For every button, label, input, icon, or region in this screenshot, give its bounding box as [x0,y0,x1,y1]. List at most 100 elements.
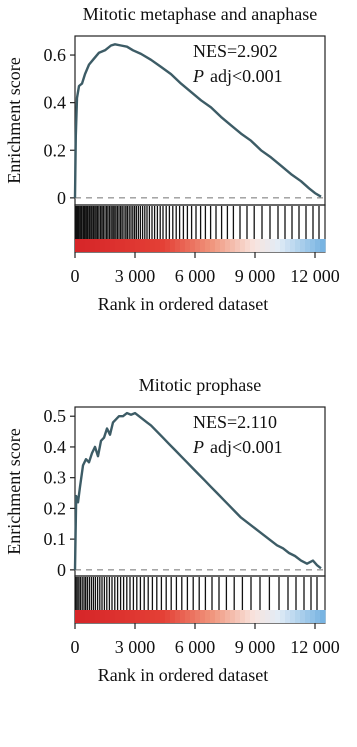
rank-heat-cell [90,610,96,623]
rank-heat-cell [295,239,301,252]
rank-heat-cell [305,239,311,252]
rank-heat-cell [235,610,241,623]
rank-heat-cell [245,610,251,623]
rank-heat-cell [170,610,176,623]
rank-heat-cell [255,239,261,252]
y-tick-label: 0 [57,560,66,580]
rank-heat-cell [180,239,186,252]
rank-heat-cell [185,610,191,623]
padj-p-annotation: P [192,437,204,457]
rank-heat-cell [195,239,201,252]
x-tick-label: 9 000 [235,637,276,657]
rank-heat-cell [180,610,186,623]
rank-heat-cell [285,239,291,252]
rank-heat-cell [290,610,296,623]
rank-heat-cell [175,610,181,623]
rank-heat-cell [315,239,321,252]
rank-heat-cell [320,239,326,252]
rank-heat-cell [190,239,196,252]
y-tick-label: 0.2 [44,140,67,160]
rank-heat-cell [265,610,271,623]
nes-annotation: NES=2.902 [193,41,278,61]
rank-heat-cell [135,239,141,252]
rank-heat-cell [310,239,316,252]
rank-heat-cell [240,239,246,252]
rank-heat-cell [275,239,281,252]
rank-heat-cell [295,610,301,623]
rank-heat-cell [205,239,211,252]
padj-annotation: adj<0.001 [210,66,283,86]
gsea-plot-mitotic-prophase: Mitotic prophase 0 0.1 0.2 0.3 0.4 0.5 Enrichme… [0,371,357,742]
chart-svg: Mitotic prophase 0 0.1 0.2 0.3 0.4 0.5 Enrichme… [4,375,340,685]
x-tick-label: 6 000 [175,637,216,657]
rank-heat-cell [225,610,231,623]
x-tick-label: 3 000 [115,266,156,286]
rank-heat-cell [260,610,266,623]
y-tick-label: 0.4 [44,437,67,457]
rank-heat-cell [215,610,221,623]
rank-heat-cell [80,239,86,252]
x-tick-label: 0 [71,266,80,286]
rank-heat-cell [260,239,266,252]
rank-heat-cell [185,239,191,252]
x-tick-label: 3 000 [115,637,156,657]
y-tick-label: 0.6 [44,45,67,65]
rank-heat-cell [315,610,321,623]
rank-heat-cell [250,239,256,252]
rank-heat-cell [255,610,261,623]
rank-heat-cell [160,239,166,252]
rank-heat-cell [110,239,116,252]
rank-heat-cell [200,610,206,623]
rank-heat-cell [105,239,111,252]
y-tick-label: 0.5 [44,406,67,426]
rank-heat-cell [105,610,111,623]
rank-heat-cell [165,239,171,252]
rank-heat-cell [290,239,296,252]
rank-heat-cell [270,610,276,623]
rank-heat-cell [275,610,281,623]
rank-heat-cell [115,610,121,623]
rank-heat-cell [170,239,176,252]
rank-heat-cell [120,239,126,252]
rank-heat-cell [95,239,101,252]
rank-heat-cell [80,610,86,623]
rank-heat-cell [110,610,116,623]
rank-heat-cell [130,239,136,252]
rank-heat-cell [225,239,231,252]
rank-heat-cell [150,239,156,252]
nes-annotation: NES=2.110 [193,412,277,432]
x-tick-label: 0 [71,637,80,657]
rank-heat-cell [320,610,326,623]
x-tick-label: 12 000 [290,637,340,657]
rank-heat-cell [210,239,216,252]
x-tick-label: 12 000 [290,266,340,286]
rank-heat-cell [305,610,311,623]
rank-heat-cell [85,610,91,623]
x-tick-label: 9 000 [235,266,276,286]
y-tick-label: 0 [57,188,66,208]
rank-heat-cell [125,610,131,623]
rank-heat-cell [155,610,161,623]
rank-heat-cell [190,610,196,623]
rank-heat-cell [130,610,136,623]
y-tick-label: 0.4 [44,93,67,113]
rank-heat-cell [120,610,126,623]
x-axis-label: Rank in ordered dataset [98,294,268,314]
rank-heat-cell [240,610,246,623]
rank-heat-cell [145,610,151,623]
rank-heat-cell [85,239,91,252]
gsea-plot-mitotic-metaphase-anaphase: Mitotic metaphase and anaphase 0 0.2 0.4 0.6… [0,0,357,371]
rank-heat-cell [95,610,101,623]
rank-heat-cell [205,610,211,623]
rank-heat-cell [135,610,141,623]
rank-heat-cell [300,610,306,623]
x-axis-label: Rank in ordered dataset [98,665,268,685]
rank-heat-cell [220,610,226,623]
rank-heat-cell [235,239,241,252]
padj-annotation: adj<0.001 [210,437,283,457]
rank-heat-cell [310,610,316,623]
rank-heat-cell [165,610,171,623]
rank-heat-cell [300,239,306,252]
rank-heat-cell [245,239,251,252]
rank-heat-cell [270,239,276,252]
